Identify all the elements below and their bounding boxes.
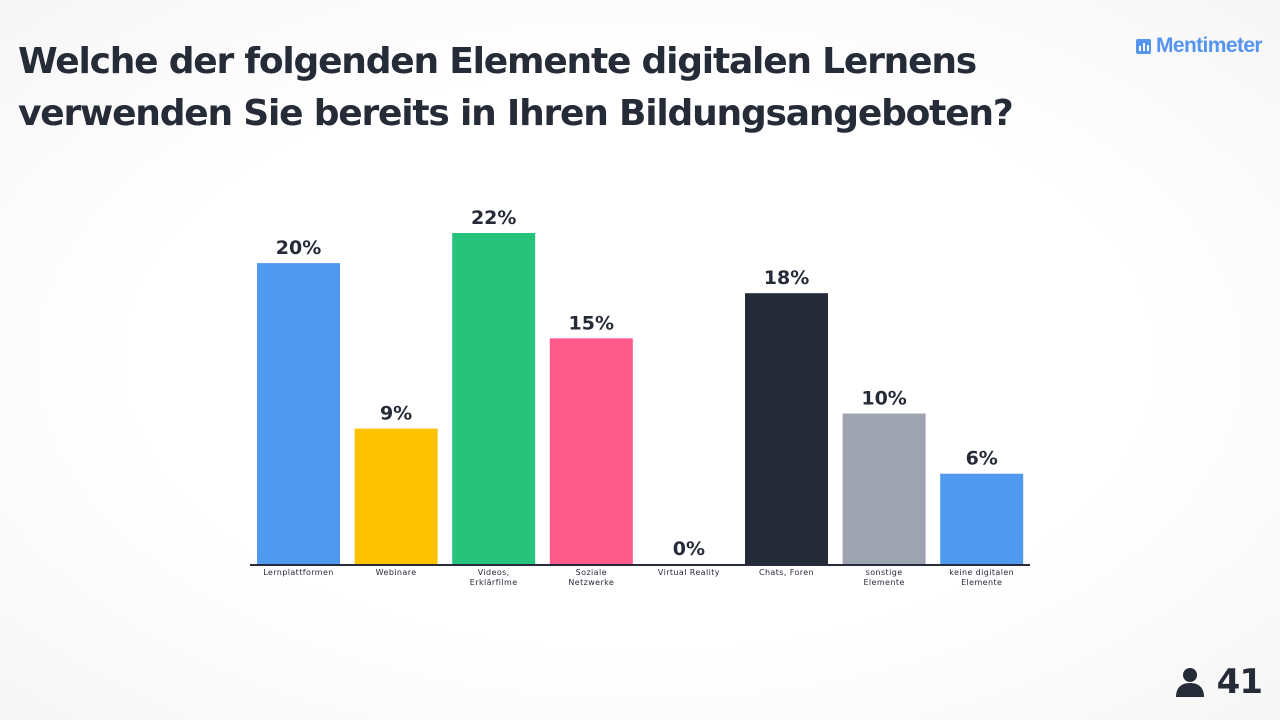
value-label-7: 6% bbox=[966, 448, 998, 470]
category-label-6-1: Elemente bbox=[863, 578, 904, 587]
bar-3 bbox=[549, 338, 633, 564]
value-label-2: 22% bbox=[471, 207, 516, 229]
person-icon bbox=[1175, 668, 1204, 697]
participant-count-value: 41 bbox=[1216, 662, 1263, 702]
brand-name: Mentimeter bbox=[1155, 34, 1263, 57]
value-label-5: 18% bbox=[764, 267, 809, 289]
category-label-7-0: keine digitalen bbox=[949, 568, 1014, 577]
bar-7 bbox=[940, 473, 1024, 564]
category-label-7-1: Elemente bbox=[961, 578, 1002, 587]
mentimeter-logo[interactable]: Mentimeter bbox=[1135, 34, 1263, 58]
bar-1 bbox=[354, 428, 438, 564]
category-label-5-0: Chats, Foren bbox=[759, 568, 814, 577]
bar-0 bbox=[257, 263, 340, 564]
category-label-2-0: Videos, bbox=[478, 568, 510, 577]
category-label-2-1: Erklärfilme bbox=[470, 578, 518, 587]
bar-chart-logo-icon bbox=[1135, 38, 1151, 54]
value-label-0: 20% bbox=[276, 237, 321, 259]
category-label-3-1: Netzwerke bbox=[568, 578, 614, 587]
category-label-0-0: Lernplattformen bbox=[263, 568, 334, 577]
bar-2 bbox=[452, 233, 536, 564]
participant-count: 41 bbox=[1175, 662, 1263, 702]
category-label-6-0: sonstige bbox=[866, 568, 903, 577]
value-label-1: 9% bbox=[380, 403, 412, 425]
value-label-6: 10% bbox=[861, 388, 906, 410]
category-label-4-0: Virtual Reality bbox=[658, 568, 720, 577]
bar-5 bbox=[745, 293, 828, 564]
question-title: Welche der folgenden Elemente digitalen … bbox=[18, 41, 1014, 134]
bar-6 bbox=[842, 413, 926, 564]
category-label-1-0: Webinare bbox=[376, 568, 417, 577]
category-label-3-0: Soziale bbox=[576, 568, 607, 577]
value-label-3: 15% bbox=[569, 312, 614, 334]
value-label-4: 0% bbox=[673, 538, 705, 560]
